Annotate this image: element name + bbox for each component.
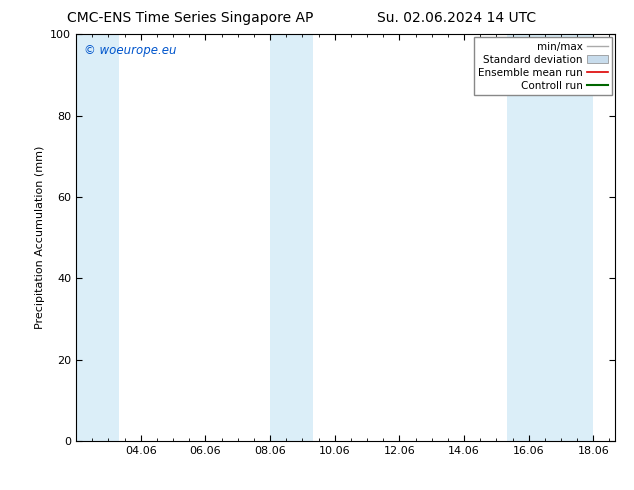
Legend: min/max, Standard deviation, Ensemble mean run, Controll run: min/max, Standard deviation, Ensemble me… — [474, 37, 612, 95]
Text: © woeurope.eu: © woeurope.eu — [84, 45, 177, 57]
Text: Su. 02.06.2024 14 UTC: Su. 02.06.2024 14 UTC — [377, 11, 536, 25]
Bar — [550, 34, 593, 441]
Bar — [507, 34, 550, 441]
Bar — [76, 34, 119, 441]
Text: CMC-ENS Time Series Singapore AP: CMC-ENS Time Series Singapore AP — [67, 11, 313, 25]
Bar — [270, 34, 313, 441]
Y-axis label: Precipitation Accumulation (mm): Precipitation Accumulation (mm) — [35, 146, 44, 329]
